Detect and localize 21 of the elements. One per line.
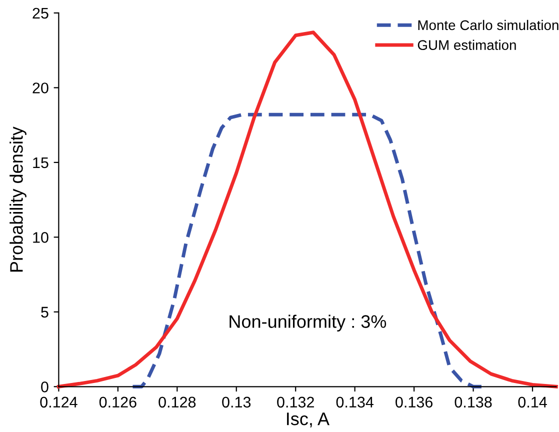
x-tick-label: 0.132	[277, 396, 314, 408]
y-tick-label: 10	[33, 232, 48, 243]
line-series	[130, 112, 484, 388]
y-axis-title: Probability density	[10, 126, 26, 272]
y-tick-label: 20	[32, 82, 48, 94]
annotation: Non-uniformity : 3%	[230, 314, 386, 332]
y-tick-label: 5	[41, 306, 48, 318]
legend-label: Monte Carlo simulation	[418, 20, 558, 30]
x-tick-label: 0.134	[336, 396, 374, 408]
x-tick-label: 0.128	[158, 396, 196, 408]
y-tick-label: 0	[41, 382, 48, 392]
x-tick-label: 0.124	[40, 396, 78, 408]
x-tick-label: 0.13	[222, 396, 251, 408]
legend-label: GUM estimation	[418, 40, 516, 50]
x-axis-title: Isc, A	[287, 412, 330, 428]
x-tick-label: 0.14	[518, 396, 547, 408]
y-tick-label: 25	[32, 8, 48, 19]
x-tick-label: 0.138	[454, 396, 492, 408]
x-tick-label: 0.136	[396, 396, 433, 408]
y-tick-label: 15	[33, 157, 48, 168]
x-tick-label: 0.126	[99, 396, 136, 408]
